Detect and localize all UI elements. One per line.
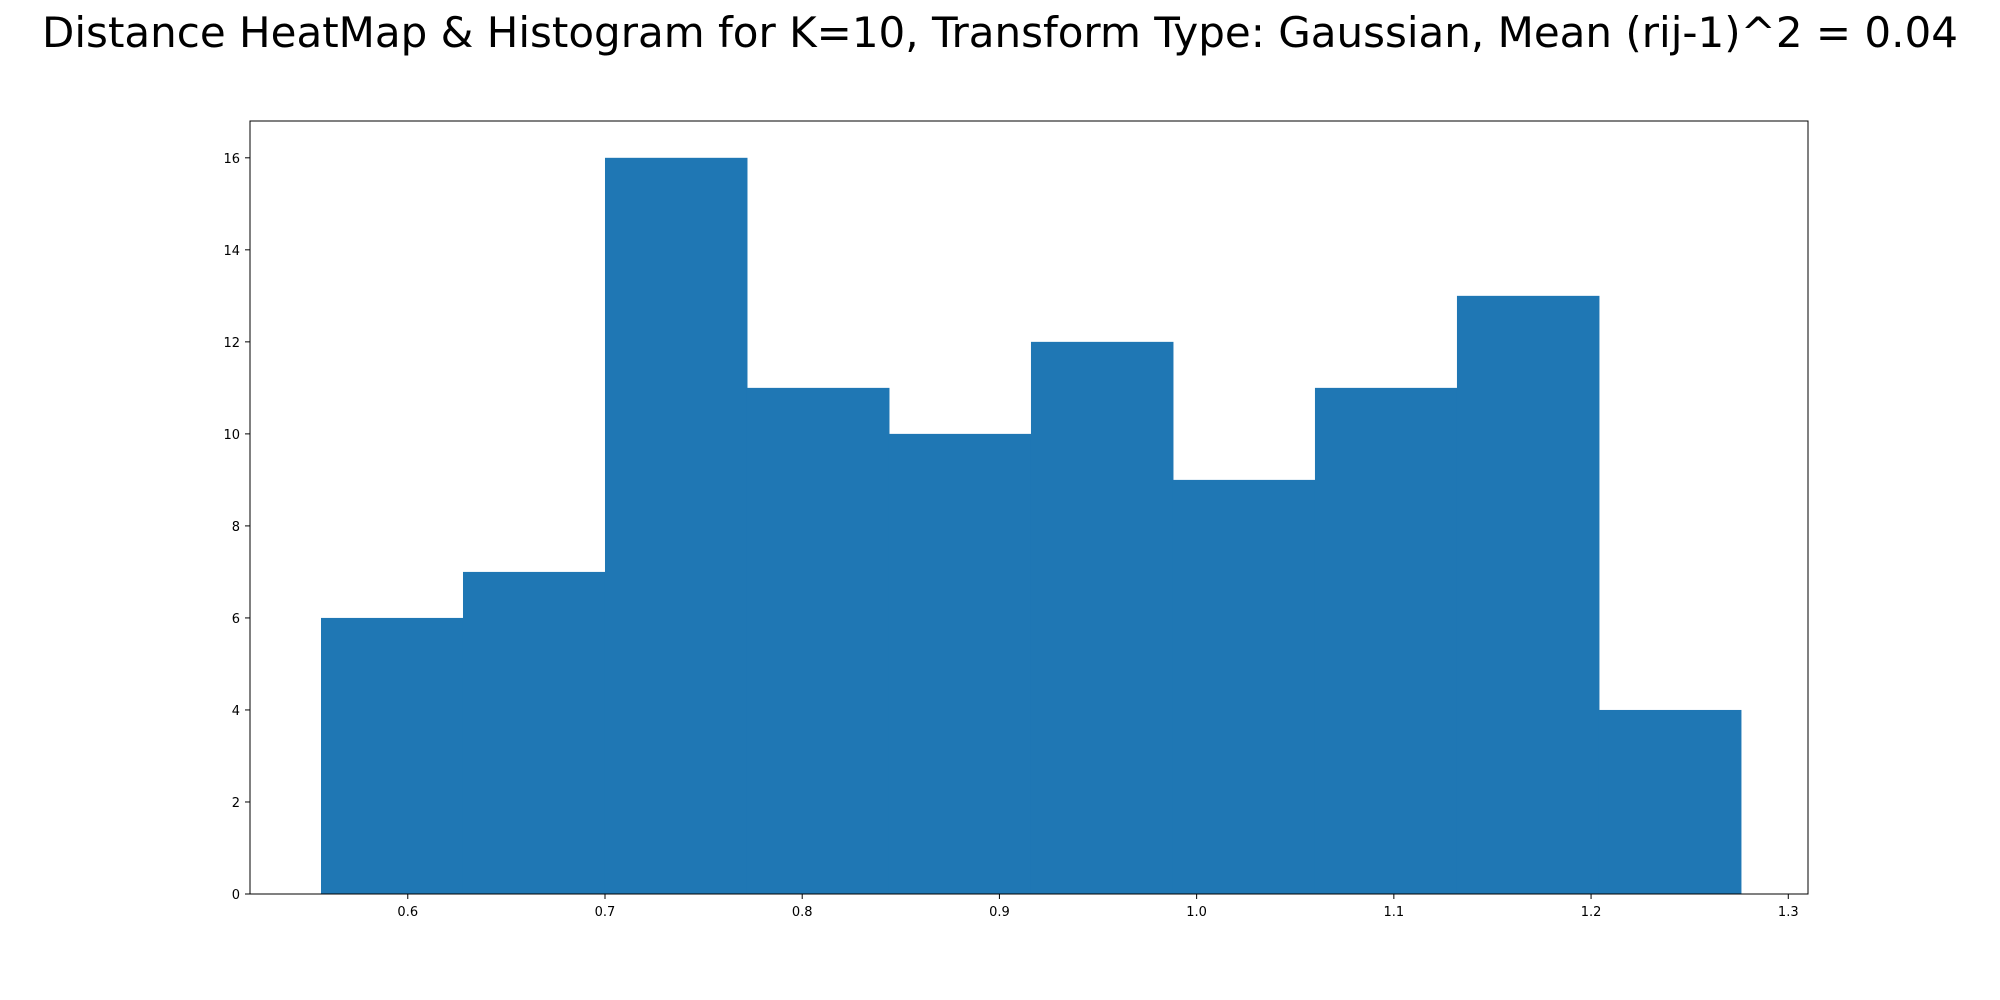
chart-title: Distance HeatMap & Histogram for K=10, T… [42,8,1958,57]
histogram-bar-2 [462,571,606,894]
histogram-bar-6 [1030,341,1174,894]
y-tick-label-0: 0 [232,888,240,903]
axes-frame [249,120,1809,895]
y-tick-label-4: 8 [232,520,240,535]
x-tick-label-7: 1.3 [1778,905,1799,920]
y-tick-label-7: 14 [223,244,240,259]
y-tick-label-3: 6 [232,612,240,627]
histogram-bar-8 [1314,387,1458,894]
x-tick-label-2: 0.8 [792,905,813,920]
histogram-bar-5 [888,433,1032,894]
x-tick-label-0: 0.6 [397,905,418,920]
x-tick-label-1: 0.7 [595,905,616,920]
x-tick-label-5: 1.1 [1384,905,1405,920]
histogram-bar-3 [604,157,748,895]
y-axis: 0 2 4 6 8 10 12 14 16 [223,152,250,903]
y-tick-label-5: 10 [223,428,240,443]
y-tick-label-1: 2 [232,796,240,811]
histogram-bar-9 [1456,295,1600,895]
histogram-bar-10 [1598,709,1742,894]
y-tick-label-8: 16 [223,152,240,167]
x-tick-label-4: 1.0 [1186,905,1207,920]
histogram-bars [320,157,1742,895]
x-tick-label-6: 1.2 [1581,905,1602,920]
histogram-bar-1 [320,617,464,894]
histogram-bar-4 [746,387,890,894]
histogram-bar-7 [1172,479,1316,894]
y-tick-label-6: 12 [223,336,240,351]
y-tick-label-2: 4 [232,704,240,719]
x-tick-label-3: 0.9 [989,905,1010,920]
x-axis: 0.6 0.7 0.8 0.9 1.0 1.1 1.2 1.3 [397,894,1799,920]
